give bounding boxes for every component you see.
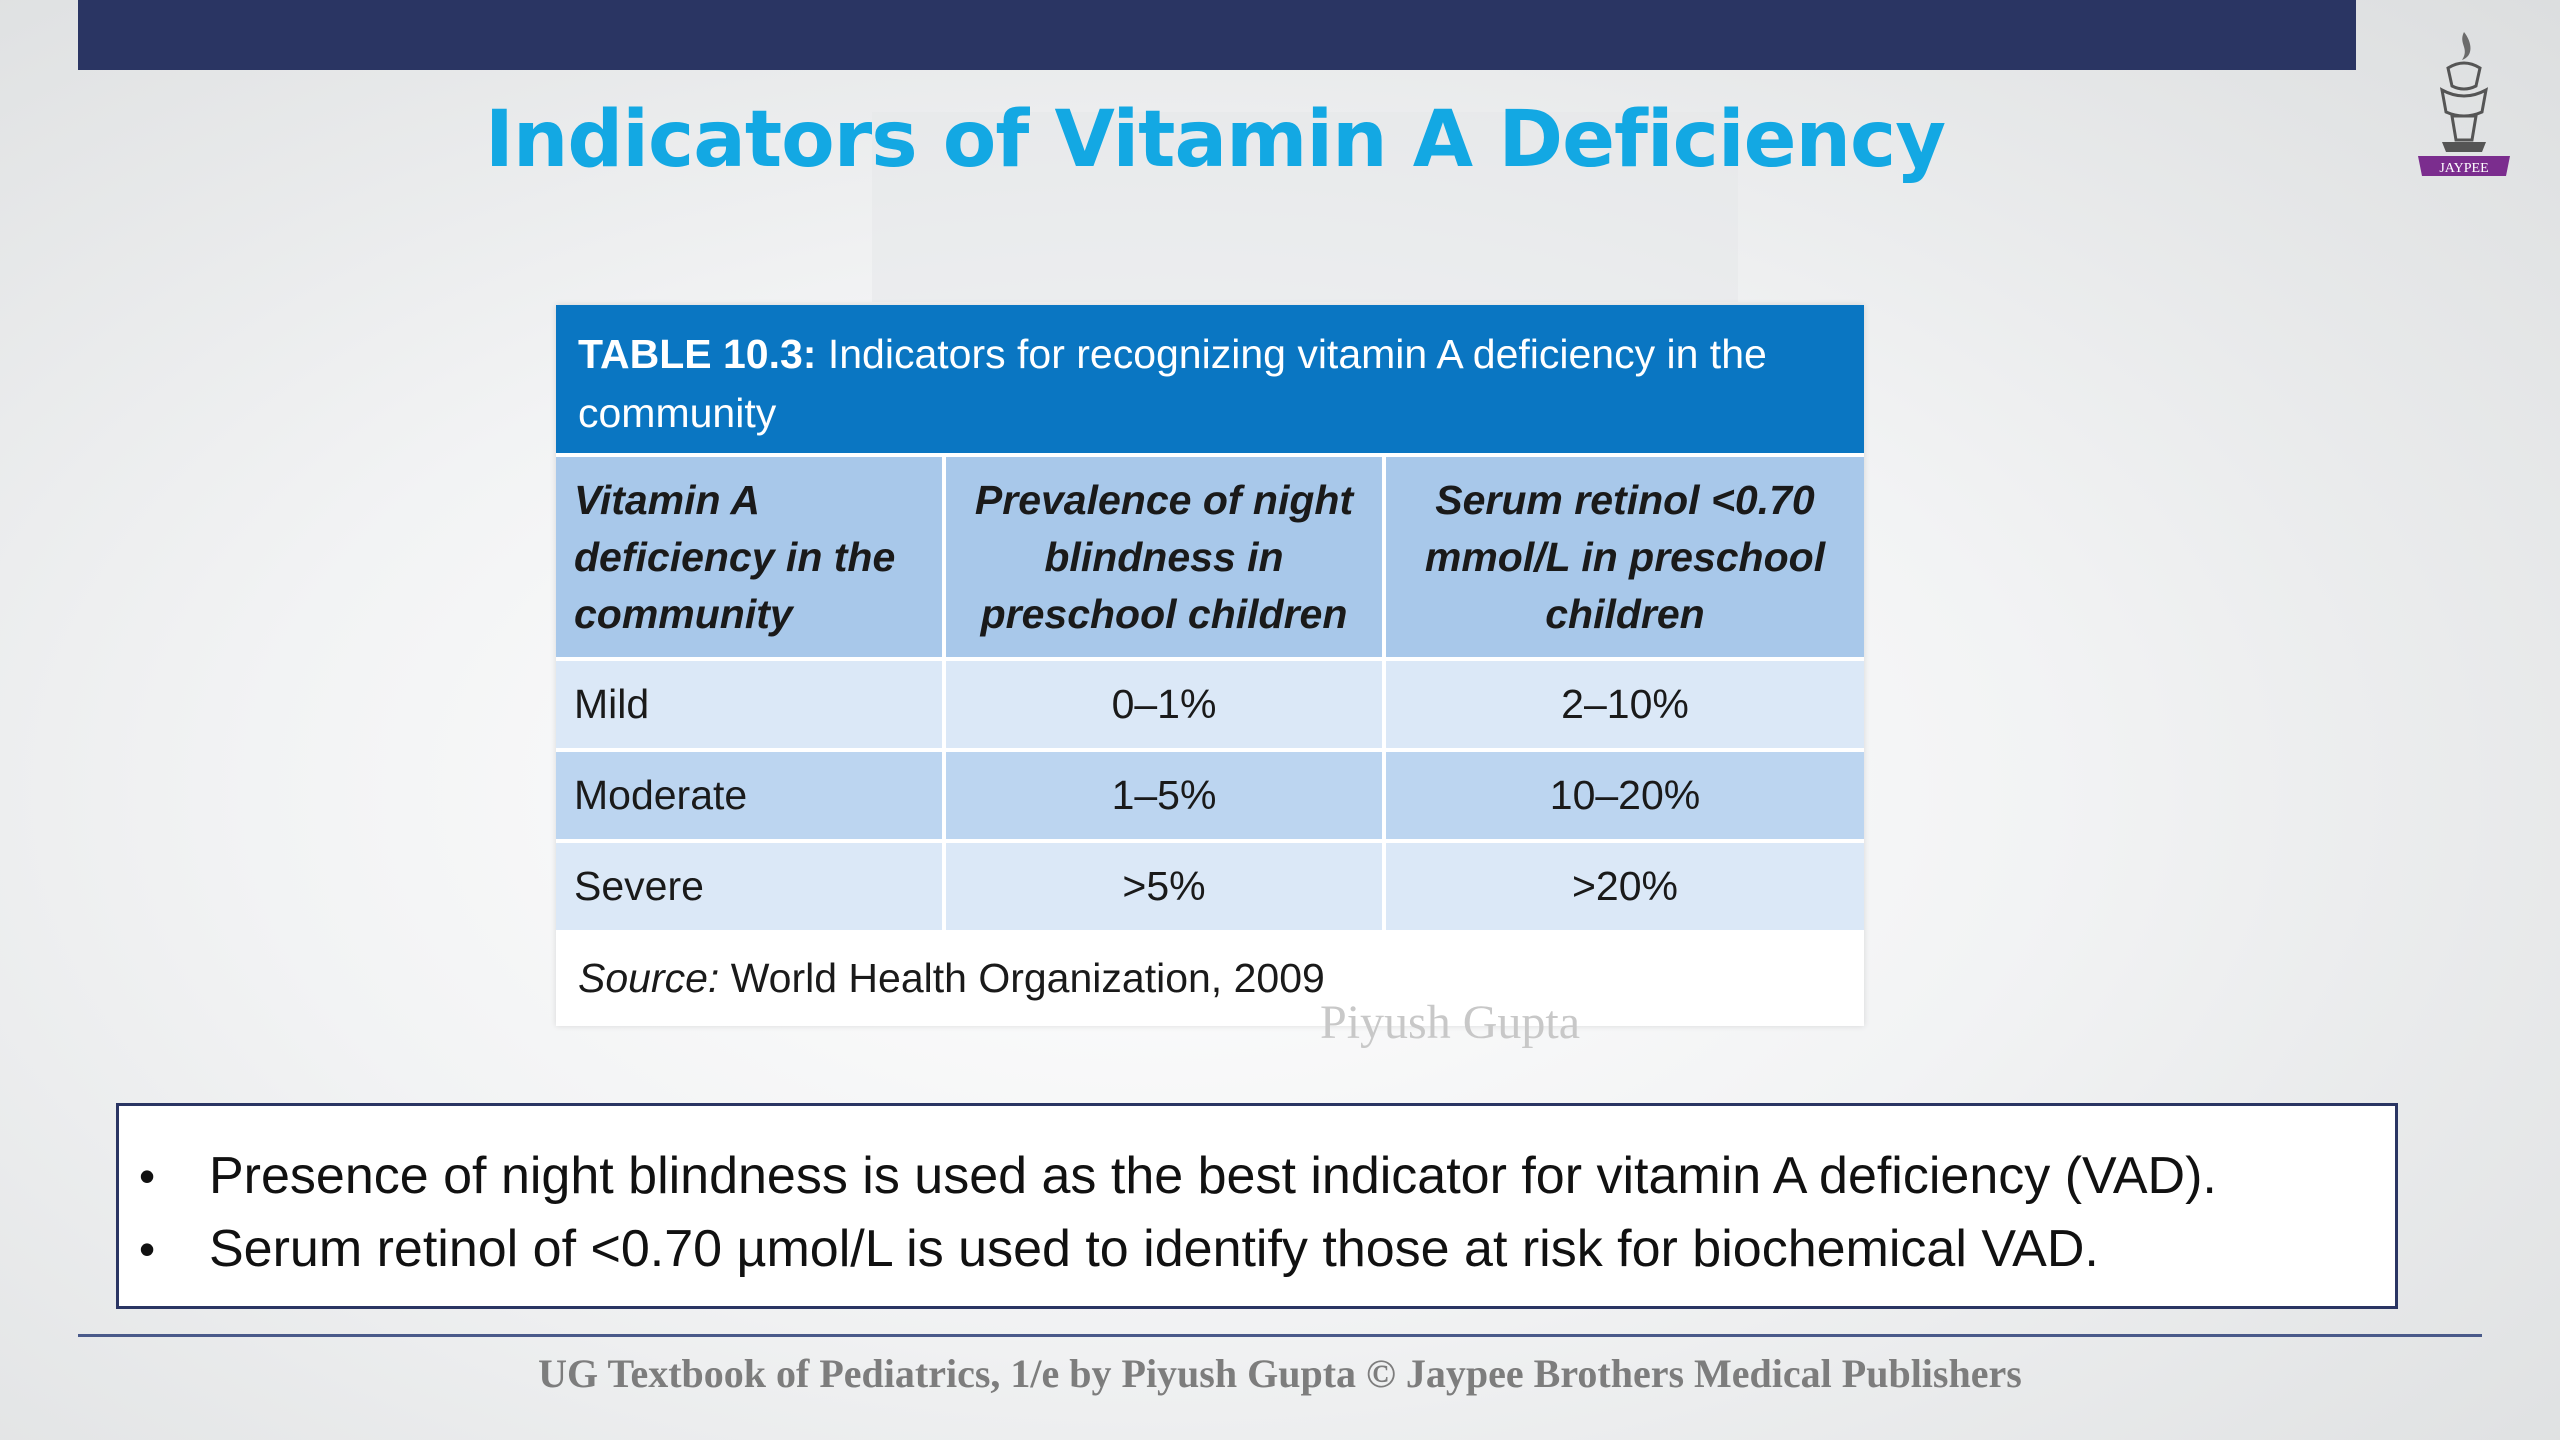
top-header-bar <box>78 0 2356 70</box>
watermark-text: Piyush Gupta <box>1320 996 1581 1049</box>
cell-serum-retinol: 2–10% <box>1382 657 1864 750</box>
key-points-box: • Presence of night blindness is used as… <box>116 1103 2398 1309</box>
jaypee-logo-icon: JAYPEE <box>2412 28 2516 178</box>
table-row: Severe >5% >20% <box>556 839 1864 930</box>
list-item: • Serum retinol of <0.70 µmol/L is used … <box>119 1213 2395 1286</box>
source-text: World Health Organization, 2009 <box>730 955 1325 1001</box>
source-label: Source: <box>578 955 720 1001</box>
footer-credit: UG Textbook of Pediatrics, 1/e by Piyush… <box>538 1351 2022 1396</box>
bullet-text: Serum retinol of <0.70 µmol/L is used to… <box>209 1220 2099 1278</box>
data-table: Vitamin A deficiency in the community Pr… <box>556 453 1864 930</box>
header-deficiency: Vitamin A deficiency in the community <box>556 453 944 659</box>
bullet-list: • Presence of night blindness is used as… <box>119 1106 2395 1286</box>
table-caption: TABLE 10.3: Indicators for recognizing v… <box>556 305 1864 453</box>
list-item: • Presence of night blindness is used as… <box>119 1140 2395 1213</box>
table-caption-text: Indicators for recognizing vitamin A def… <box>578 331 1767 436</box>
footer-divider <box>78 1334 2482 1337</box>
cell-night-blindness: 0–1% <box>942 657 1384 750</box>
cell-level: Mild <box>556 657 944 750</box>
header-serum-retinol: Serum retinol <0.70 mmol/L in preschool … <box>1382 453 1864 659</box>
cell-level: Severe <box>556 839 944 930</box>
cell-serum-retinol: 10–20% <box>1382 748 1864 841</box>
bullet-icon: • <box>139 1223 156 1275</box>
header-night-blindness: Prevalence of night blindness in prescho… <box>942 453 1384 659</box>
table-source: Source: World Health Organization, 2009 <box>556 930 1864 1026</box>
background-panel <box>872 112 1738 302</box>
cell-night-blindness: 1–5% <box>942 748 1384 841</box>
slide-title: Indicators of Vitamin A Deficiency <box>484 95 1946 185</box>
bullet-text: Presence of night blindness is used as t… <box>209 1147 2217 1205</box>
cell-night-blindness: >5% <box>942 839 1384 930</box>
logo-text: JAYPEE <box>2439 161 2488 176</box>
bullet-icon: • <box>139 1150 156 1202</box>
indicators-table: TABLE 10.3: Indicators for recognizing v… <box>556 305 1864 1026</box>
table-row: Mild 0–1% 2–10% <box>556 657 1864 750</box>
table-header-row: Vitamin A deficiency in the community Pr… <box>556 453 1864 659</box>
cell-serum-retinol: >20% <box>1382 839 1864 930</box>
table-row: Moderate 1–5% 10–20% <box>556 748 1864 841</box>
cell-level: Moderate <box>556 748 944 841</box>
table-caption-label: TABLE 10.3: <box>578 331 817 377</box>
